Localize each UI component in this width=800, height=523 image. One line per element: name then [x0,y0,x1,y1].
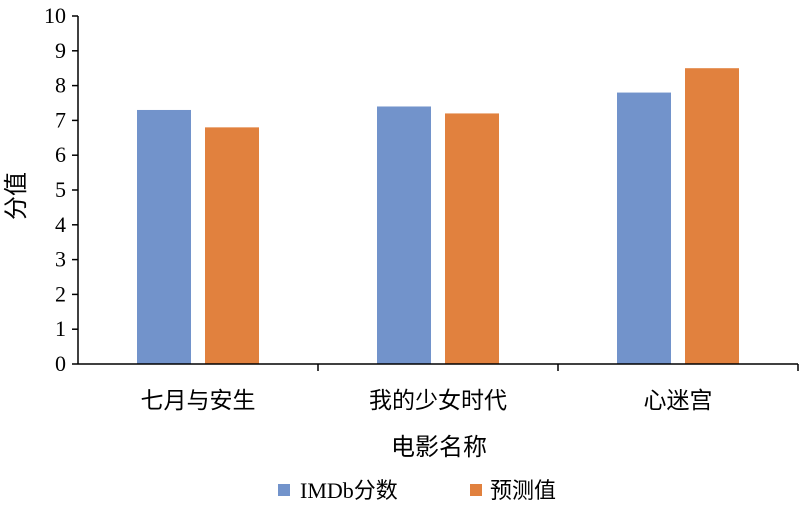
bar-imdb-3 [617,92,671,364]
x-category-label: 心迷宫 [644,388,713,413]
bar-predicted-3 [685,68,739,364]
axes-layer: 0 1 2 3 4 5 6 7 8 9 10 七月与安生 我的少女时代 心迷宫 [44,3,799,413]
bar-imdb-2 [377,106,431,364]
legend-swatch-imdb [278,484,290,496]
legend-swatch-predicted [470,484,482,496]
bar-imdb-1 [137,109,191,365]
y-tick-label: 9 [55,38,66,63]
labels-layer: 电影名称 分值 [3,172,487,461]
y-tick-label: 6 [55,142,66,167]
legend-label-imdb: IMDb分数 [300,478,398,503]
legend: IMDb分数 预测值 [278,478,556,503]
y-tick-label: 2 [55,281,66,306]
x-category-label: 七月与安生 [141,388,256,413]
x-category-label: 我的少女时代 [369,388,507,413]
y-tick-label: 10 [44,3,66,28]
x-axis-title: 电影名称 [391,434,487,461]
bar-predicted-1 [205,127,259,364]
y-tick-label: 1 [55,316,66,341]
y-tick-label: 8 [55,73,66,98]
y-tick-label: 7 [55,107,66,132]
y-axis-title: 分值 [3,172,30,220]
y-tick-label: 5 [55,177,66,202]
y-tick-label: 4 [55,212,66,237]
legend-label-predicted: 预测值 [490,478,556,503]
y-tick-label: 3 [55,247,66,272]
bar-predicted-2 [445,113,499,364]
y-tick-label: 0 [55,351,66,376]
bars-layer [137,68,739,365]
